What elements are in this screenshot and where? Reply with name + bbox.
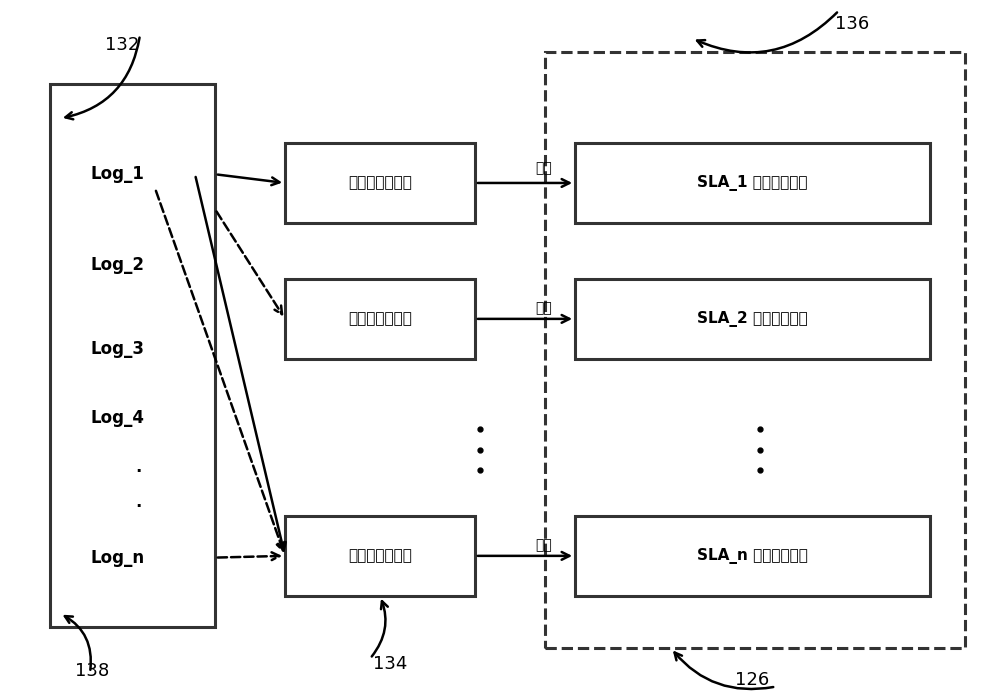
Text: 过滤或聚合日志: 过滤或聚合日志 — [348, 176, 412, 190]
Text: Log_3: Log_3 — [90, 339, 144, 358]
Text: Log_1: Log_1 — [90, 165, 144, 183]
Text: 136: 136 — [835, 15, 869, 33]
Text: 哈希: 哈希 — [535, 538, 552, 552]
Text: SLA_1 定期日志证明: SLA_1 定期日志证明 — [697, 175, 808, 191]
Bar — [285, 143, 475, 223]
Text: SLA_n 定期日志证明: SLA_n 定期日志证明 — [697, 548, 808, 564]
Bar — [575, 279, 930, 359]
Text: 138: 138 — [75, 661, 109, 680]
Text: 134: 134 — [373, 654, 407, 673]
Text: .: . — [135, 493, 141, 511]
Bar — [285, 516, 475, 596]
Text: 132: 132 — [105, 36, 139, 54]
Text: 哈希: 哈希 — [535, 162, 552, 176]
Text: Log_n: Log_n — [90, 549, 144, 567]
Bar — [575, 516, 930, 596]
Text: 126: 126 — [735, 671, 769, 689]
Bar — [50, 84, 215, 627]
Text: SLA_2 定期日志证明: SLA_2 定期日志证明 — [697, 311, 808, 327]
Bar — [285, 279, 475, 359]
Bar — [575, 143, 930, 223]
Text: 哈希: 哈希 — [535, 301, 552, 315]
Text: Log_2: Log_2 — [90, 256, 144, 274]
Text: 过滤或聚合日志: 过滤或聚合日志 — [348, 549, 412, 563]
Text: .: . — [135, 458, 141, 476]
Text: Log_4: Log_4 — [90, 409, 144, 427]
Text: 过滤或聚合日志: 过滤或聚合日志 — [348, 312, 412, 326]
Bar — [545, 52, 965, 648]
